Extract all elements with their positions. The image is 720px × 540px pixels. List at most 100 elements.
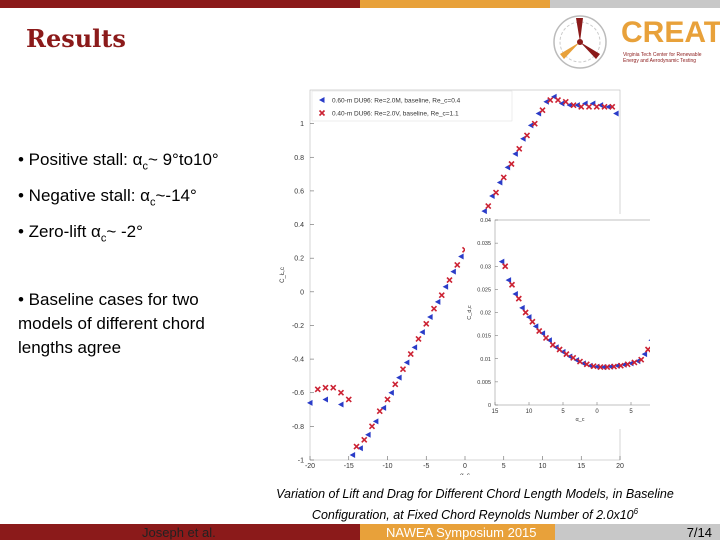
series2-point: [601, 103, 608, 110]
y-tick-label: 0.2: [294, 256, 304, 263]
top-color-bar: [0, 0, 720, 8]
series2-point: [330, 384, 337, 391]
series1-point: [527, 122, 534, 129]
series2-point: [516, 145, 523, 152]
y-tick-label: -0.4: [292, 357, 304, 364]
inset-series2-point: [508, 281, 516, 288]
series2-point: [407, 350, 414, 358]
y-tick-label: 1: [300, 121, 304, 128]
series1-point: [403, 359, 410, 366]
top-bar-gray: [550, 0, 720, 8]
series2-point: [585, 103, 593, 110]
inset-series2-point: [502, 263, 509, 270]
drag-inset-plot: 15105051000.0050.010.0150.020.0250.030.0…: [465, 214, 650, 429]
series2-point: [322, 384, 329, 391]
slide-title: Results: [26, 24, 126, 53]
series1-point: [481, 208, 487, 215]
inset-x-axis-label: α_c: [576, 417, 585, 423]
series1-point: [605, 103, 611, 110]
series2-point: [609, 103, 616, 110]
series1-point: [338, 401, 344, 408]
inset-series2-point: [644, 346, 650, 353]
logo-subtitle: Virginia Tech Center for Renewable Energ…: [623, 52, 702, 64]
x-tick-label: 10: [539, 463, 547, 470]
series2-point: [570, 102, 577, 109]
lift-drag-chart: -20 -15 -10 -5 0 5 10 15 20-1-0.8-0.6-0.4-0.200.…: [280, 89, 650, 475]
top-bar-red: [0, 0, 360, 8]
inset-series1-point: [505, 277, 512, 284]
inset-series2-point: [536, 327, 543, 335]
inset-y-tick-label: 0.02: [480, 311, 491, 317]
inset-series2-point: [570, 354, 577, 361]
inset-series2-point: [549, 341, 556, 348]
x-tick-label: 20: [616, 463, 624, 470]
y-tick-label: -0.8: [292, 424, 304, 431]
series2-point: [454, 261, 461, 268]
inset-series1-point: [532, 323, 539, 330]
caption-line-2: Configuration, at Fixed Chord Reynolds N…: [311, 507, 639, 523]
x-tick-label: 5: [502, 463, 506, 470]
inset-x-tick-label: 5: [561, 409, 565, 415]
series2-point: [531, 120, 538, 127]
footer-author: Joseph et al.: [142, 525, 216, 540]
series1-point: [597, 102, 604, 109]
inset-series2-point: [610, 363, 618, 370]
inset-y-axis-label: C_d,c: [467, 305, 473, 320]
series1-point: [307, 399, 313, 406]
x-tick-label: -5: [423, 463, 429, 470]
series2-point: [314, 386, 321, 393]
inset-series2-point: [576, 358, 584, 365]
series2-point: [353, 443, 360, 450]
create-logo: CREATe Virginia Tech Center for Renewabl…: [548, 12, 720, 72]
inset-series1-point: [553, 344, 559, 351]
inset-y-tick-label: 0.005: [477, 380, 491, 386]
inset-series1-point: [634, 358, 641, 365]
series2-point: [547, 97, 554, 104]
series2-point: [430, 305, 438, 312]
inset-y-tick-label: 0.01: [480, 357, 491, 363]
inset-series1-point: [498, 258, 505, 265]
series2-point: [562, 98, 569, 105]
x-tick-label: -15: [344, 463, 354, 470]
x-tick-label: 15: [577, 463, 585, 470]
series2-point: [337, 389, 345, 396]
footer-page-section: 7/14: [555, 524, 720, 540]
series2-point: [361, 436, 368, 443]
lift-legend: 0.60-m DU96: Re=2.0M, baseline, Re_c=0.4…: [311, 90, 513, 122]
series1-point: [613, 110, 619, 117]
footer-event: NAWEA Symposium 2015: [386, 525, 537, 540]
inset-series1-point: [573, 357, 580, 364]
inset-series2-point: [638, 356, 645, 363]
series2-point: [345, 396, 352, 403]
inset-series1-point: [519, 304, 525, 311]
inset-series2-point: [563, 351, 570, 358]
inset-y-tick-label: 0.025: [477, 287, 491, 293]
series1-point: [458, 253, 464, 260]
inset-series2-point: [556, 346, 563, 353]
series1-point: [396, 374, 402, 381]
inset-series2-point: [617, 362, 624, 369]
inset-series1-point: [539, 330, 546, 337]
turbine-logo-icon: [553, 15, 607, 69]
bullet-zero-lift: • Zero-lift αc~ -2°: [18, 222, 143, 245]
series2-point: [368, 423, 376, 430]
series1-point: [558, 100, 565, 107]
x-tick-label: -10: [382, 463, 392, 470]
footer-author-section: Joseph et al.: [0, 524, 360, 540]
inset-x-tick-label: 0: [595, 409, 599, 415]
series1-point: [388, 389, 394, 396]
bullet-positive-stall: • Positive stall: αc~ 9°to10°: [18, 150, 219, 173]
series1-point: [427, 314, 433, 321]
legend-box: [311, 90, 513, 122]
legend-entry: 0.40-m DU96: Re=2.0V, baseline, Re_c=1.1: [332, 111, 459, 118]
y-tick-label: -1: [298, 458, 304, 465]
inset-series1-point: [546, 337, 552, 344]
series2-point: [423, 320, 430, 327]
series2-point: [500, 174, 507, 181]
inset-series1-point: [512, 291, 518, 297]
inset-y-tick-label: 0: [488, 403, 491, 409]
top-bar-orange: [360, 0, 550, 8]
series1-point: [322, 396, 328, 403]
y-tick-label: 0.4: [294, 222, 304, 229]
inset-y-tick-label: 0.015: [477, 334, 491, 340]
